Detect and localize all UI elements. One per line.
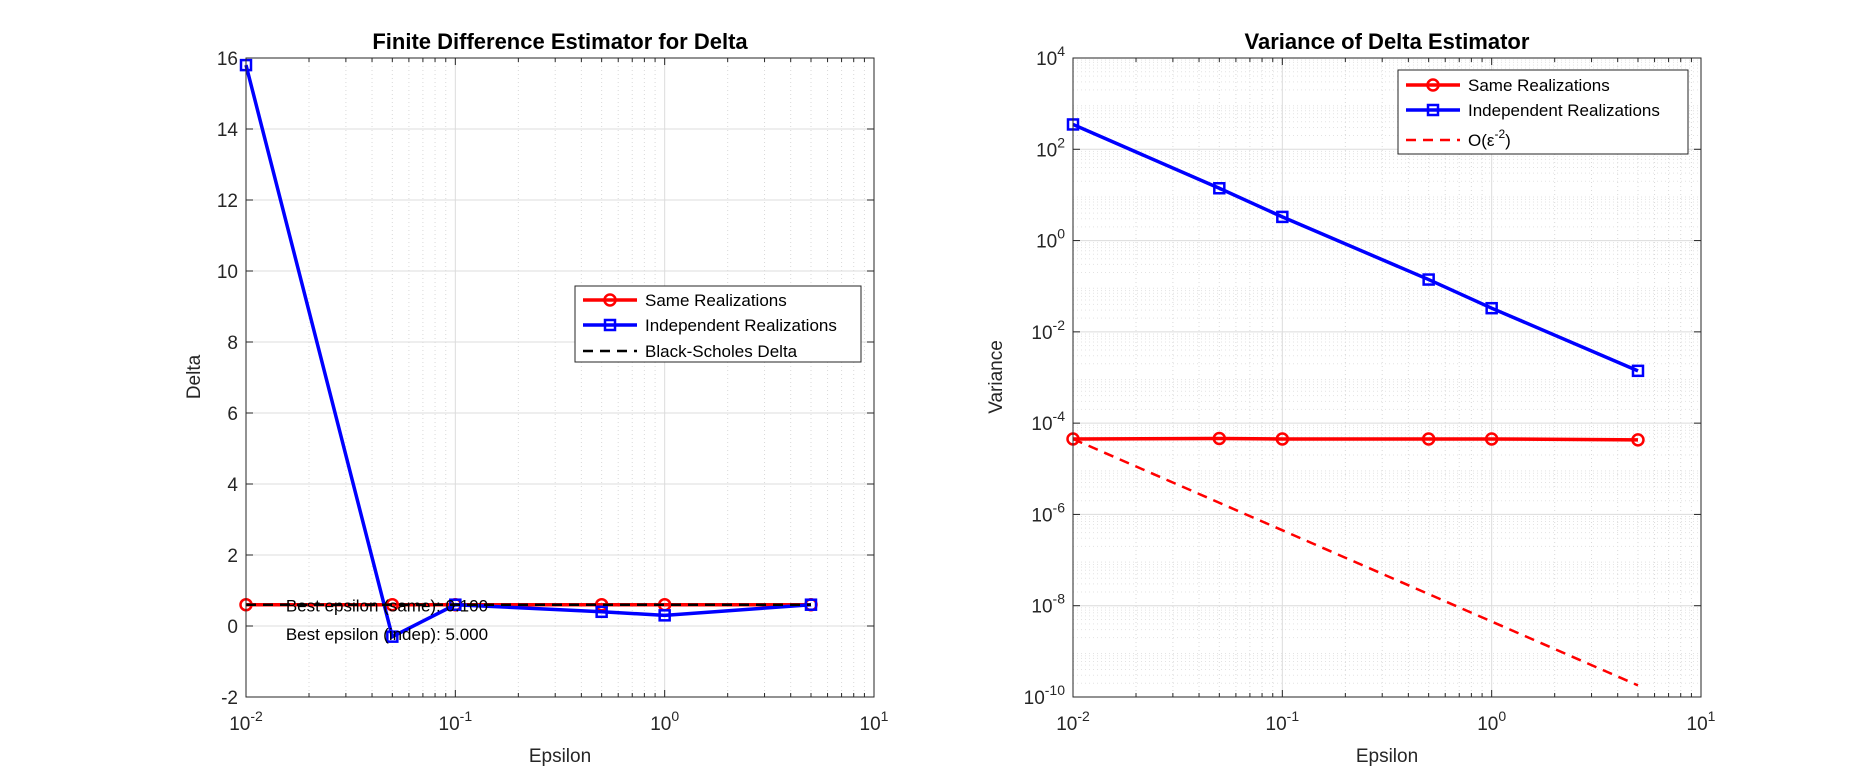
- legend-marker: [1426, 103, 1440, 117]
- series-layer: [239, 58, 818, 643]
- y-tick-label: 16: [217, 49, 238, 70]
- x-tick-label: 101: [860, 708, 889, 735]
- legend-entry: Independent Realizations: [583, 316, 837, 335]
- y-tick-label: 10-8: [1031, 591, 1065, 618]
- legend-label: Independent Realizations: [1468, 101, 1660, 120]
- axis-ticks: [1072, 57, 1702, 698]
- legend-marker: [603, 293, 617, 307]
- data-point-circle: [1275, 432, 1290, 446]
- x-tick-label: 10-2: [1056, 708, 1090, 735]
- x-tick-label: 10-2: [229, 708, 263, 735]
- y-tick-label: 4: [227, 475, 238, 496]
- data-point-square: [386, 630, 399, 643]
- series-same-realizations: [1066, 431, 1645, 447]
- data-point-circle: [1212, 431, 1227, 446]
- y-tick-label: 10-2: [1031, 317, 1065, 344]
- y-tick-label: 6: [227, 404, 238, 425]
- series-line: [1072, 437, 1639, 687]
- y-tick-label: 10: [217, 262, 238, 283]
- legend-label: Same Realizations: [1468, 76, 1610, 95]
- legend: Same Realizations Independent Realization…: [1397, 69, 1689, 155]
- series-o: [1072, 437, 1639, 687]
- x-tick-label: 100: [1477, 708, 1506, 735]
- data-point-square: [1213, 182, 1226, 195]
- data-point-square: [595, 605, 608, 619]
- annotation-text: Best epsilon (indep): 5.000: [286, 625, 488, 644]
- series-line: [1072, 436, 1638, 442]
- legend-label: O(ε-2): [1468, 127, 1511, 150]
- data-point-square: [1422, 273, 1435, 286]
- y-tick-label: 0: [227, 617, 238, 638]
- y-tick-label: -2: [221, 688, 238, 709]
- y-tick-label: 100: [1036, 226, 1065, 253]
- y-tick-label: 102: [1036, 134, 1065, 161]
- data-point-square: [1485, 301, 1498, 315]
- data-point-square: [658, 609, 671, 622]
- plot-area-border: [245, 57, 875, 698]
- data-point-circle: [1421, 432, 1436, 446]
- legend-entry: Independent Realizations: [1406, 101, 1660, 120]
- legend-entry: O(ε-2): [1406, 127, 1511, 150]
- y-axis-label: Delta: [184, 354, 205, 399]
- x-axis-label: Epsilon: [529, 746, 591, 767]
- data-point-square: [804, 598, 818, 611]
- chart-title: Finite Difference Estimator for Delta: [372, 29, 748, 54]
- legend-label: Black-Scholes Delta: [645, 342, 798, 361]
- legend-marker: [603, 318, 617, 332]
- y-tick-label: 10-6: [1031, 499, 1065, 526]
- axis-tick-labels: 10-2 10-1 100 101 10-10 10-8 10-6 10-4 10-2 100 10…: [1024, 43, 1716, 735]
- plot-area-background: [246, 58, 874, 697]
- y-tick-label: 104: [1036, 43, 1065, 70]
- legend: Same Realizations Independent Realization…: [574, 285, 862, 363]
- data-point-square: [1276, 210, 1289, 224]
- legend-label: Independent Realizations: [645, 316, 837, 335]
- plot-area-background: [1073, 58, 1701, 697]
- series-independent-realizations: [1066, 118, 1645, 378]
- y-axis-label: Variance: [986, 340, 1007, 414]
- legend-entry: Black-Scholes Delta: [583, 342, 798, 361]
- axis-tick-labels: 10-2 10-1 100 101 -2 0 2 4 6 8 10 12 14 16: [217, 49, 889, 735]
- legend-marker: [1426, 78, 1440, 92]
- y-tick-label: 2: [227, 546, 238, 567]
- data-point-circle: [1631, 433, 1645, 447]
- y-tick-label: 12: [217, 191, 238, 212]
- legend-entry: Same Realizations: [1406, 76, 1610, 95]
- x-tick-label: 10-1: [439, 708, 473, 735]
- x-tick-label: 100: [650, 708, 679, 735]
- series-line: [1072, 122, 1639, 373]
- y-tick-label: 10-10: [1024, 682, 1066, 709]
- grid-lines: [1072, 57, 1702, 698]
- data-point-square: [1631, 364, 1645, 378]
- y-tick-label: 8: [227, 333, 238, 354]
- legend-entry: Same Realizations: [583, 291, 787, 310]
- axis-ticks: [245, 57, 875, 698]
- series-layer: [1066, 118, 1645, 687]
- x-tick-label: 10-1: [1266, 708, 1300, 735]
- annotations: Best epsilon (same): 0.100 Best epsilon (…: [286, 597, 488, 644]
- chart-delta-estimator: 10-2 10-1 100 101 -2 0 2 4 6 8 10 12 14 16 Finite Dif…: [184, 29, 889, 767]
- series-line: [244, 64, 812, 640]
- chart-variance: 10-2 10-1 100 101 10-10 10-8 10-6 10-4 10-2 100 10…: [986, 29, 1716, 767]
- x-tick-label: 101: [1687, 708, 1716, 735]
- chart-title: Variance of Delta Estimator: [1245, 29, 1530, 54]
- annotation-text: Best epsilon (same): 0.100: [286, 597, 488, 616]
- legend-label: Same Realizations: [645, 291, 787, 310]
- plot-area-border: [1072, 57, 1702, 698]
- y-tick-label: 10-4: [1031, 408, 1065, 435]
- data-point-circle: [1484, 432, 1499, 446]
- y-tick-label: 14: [217, 120, 239, 141]
- x-axis-label: Epsilon: [1356, 746, 1418, 767]
